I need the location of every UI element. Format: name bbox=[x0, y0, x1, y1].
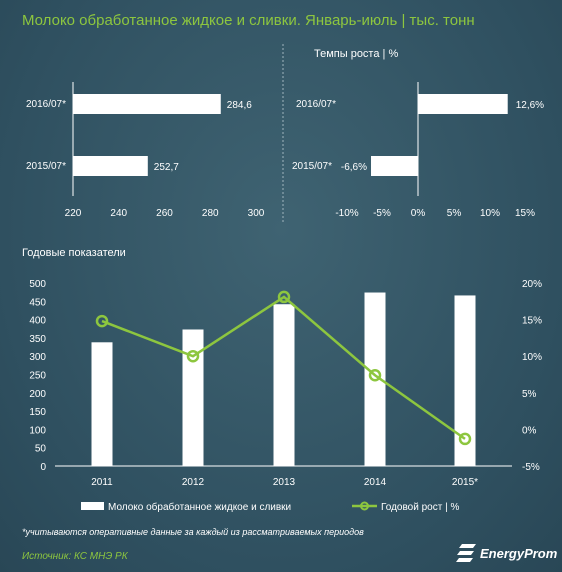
chart3-x-tick: 2011 bbox=[91, 477, 113, 488]
growth-title: Темпы роста | % bbox=[314, 48, 398, 60]
chart3-y-tick: 150 bbox=[29, 407, 46, 418]
chart3-growth-point bbox=[186, 349, 200, 363]
chart2-value-label: 12,6% bbox=[516, 100, 544, 111]
chart3-growth-point bbox=[277, 290, 291, 304]
legend-line-marker bbox=[360, 501, 369, 511]
logo: EnergyProm bbox=[456, 544, 557, 562]
chart3-y-tick: 0 bbox=[40, 462, 46, 473]
chart3-bar bbox=[454, 295, 476, 466]
chart2-x-tick: -10% bbox=[335, 208, 358, 219]
chart2-value-label: -6,6% bbox=[341, 162, 367, 173]
chart3-growth-point bbox=[95, 314, 109, 328]
chart3-y2-tick: 15% bbox=[522, 316, 542, 327]
chart1-bar bbox=[73, 156, 148, 176]
chart1-x-tick: 300 bbox=[248, 208, 265, 219]
chart-title: Молоко обработанное жидкое и сливки. Янв… bbox=[22, 12, 475, 29]
chart3-y-tick: 100 bbox=[29, 425, 46, 436]
chart3-y-tick: 250 bbox=[29, 371, 46, 382]
chart1-x-tick: 240 bbox=[110, 208, 127, 219]
chart3-growth-point bbox=[458, 432, 472, 446]
legend-bar-swatch bbox=[81, 502, 104, 510]
chart1-value-label: 252,7 bbox=[154, 162, 179, 173]
chart2-x-tick: 0% bbox=[411, 208, 426, 219]
chart3-x-tick: 2015* bbox=[452, 477, 478, 488]
chart1-x-tick: 280 bbox=[202, 208, 219, 219]
chart3-x-tick: 2013 bbox=[273, 477, 296, 488]
chart1-category-label: 2016/07* bbox=[26, 99, 66, 110]
chart3-growth-line bbox=[101, 295, 466, 440]
chart3-y-tick: 400 bbox=[29, 316, 46, 327]
chart3-y2-tick: -5% bbox=[522, 462, 540, 473]
chart1-x-tick: 260 bbox=[156, 208, 173, 219]
legend-bar-label: Молоко обработанное жидкое и сливки bbox=[108, 501, 291, 513]
chart3-y-tick: 200 bbox=[29, 389, 46, 400]
chart3-y-tick: 450 bbox=[29, 297, 46, 308]
chart3-bar bbox=[91, 342, 113, 466]
chart3-bar bbox=[273, 304, 295, 466]
footnote: *учитываются оперативные данные за кажды… bbox=[22, 527, 364, 537]
chart2-x-tick: -5% bbox=[373, 208, 391, 219]
chart2-x-tick: 10% bbox=[480, 208, 500, 219]
legend-line-label: Годовой рост | % bbox=[381, 502, 459, 513]
chart3-x-tick: 2012 bbox=[182, 477, 205, 488]
chart3-y-tick: 350 bbox=[29, 334, 46, 345]
logo-icon bbox=[456, 544, 476, 562]
chart3-bar bbox=[182, 329, 204, 466]
chart3-y-tick: 50 bbox=[35, 444, 47, 455]
chart3-y-tick: 500 bbox=[29, 279, 46, 290]
chart1-value-label: 284,6 bbox=[227, 100, 252, 111]
logo-text: EnergyProm bbox=[480, 545, 558, 561]
chart1-x-tick: 220 bbox=[65, 208, 82, 219]
chart3-y2-tick: 20% bbox=[522, 279, 542, 290]
chart3-y2-tick: 0% bbox=[522, 425, 537, 436]
chart2-bar bbox=[418, 94, 508, 114]
chart1-bar bbox=[73, 94, 221, 114]
chart1-category-label: 2015/07* bbox=[26, 161, 66, 172]
chart2-category-label: 2015/07* bbox=[292, 161, 332, 172]
annual-title: Годовые показатели bbox=[22, 247, 126, 259]
chart3-y2-tick: 5% bbox=[522, 389, 537, 400]
source-note: Источник: КС МНЭ РК bbox=[22, 551, 128, 562]
chart3-y-tick: 300 bbox=[29, 352, 46, 363]
chart3-y2-tick: 10% bbox=[522, 352, 542, 363]
chart2-bar bbox=[371, 156, 418, 176]
chart2-category-label: 2016/07* bbox=[296, 99, 336, 110]
chart2-x-tick: 15% bbox=[515, 208, 535, 219]
chart3-x-tick: 2014 bbox=[364, 477, 387, 488]
chart2-x-tick: 5% bbox=[447, 208, 462, 219]
chart3-growth-point bbox=[368, 368, 382, 382]
